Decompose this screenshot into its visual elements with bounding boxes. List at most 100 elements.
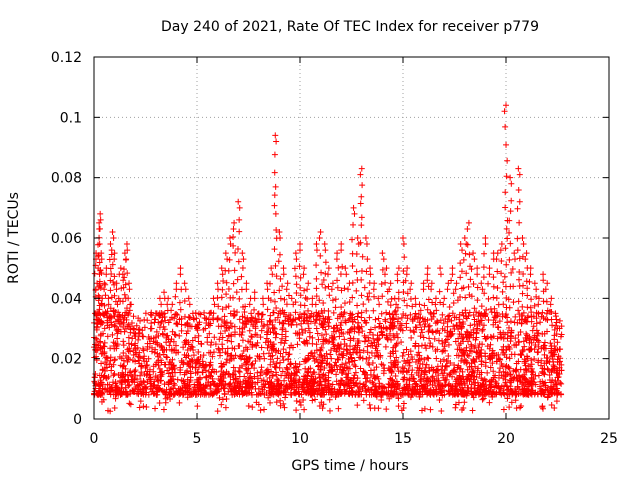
data-point <box>507 240 514 247</box>
data-point <box>235 258 242 265</box>
data-point <box>297 292 304 299</box>
data-point <box>463 313 470 320</box>
data-point <box>249 360 256 367</box>
data-point <box>287 391 294 398</box>
data-point <box>321 365 328 372</box>
data-point <box>196 375 203 382</box>
data-point <box>456 319 463 326</box>
data-point <box>479 341 486 348</box>
data-point <box>152 373 159 380</box>
data-point <box>292 309 299 316</box>
data-point <box>440 387 447 394</box>
data-point <box>398 391 405 398</box>
data-point <box>402 277 409 284</box>
data-point <box>547 301 554 308</box>
data-point <box>238 362 245 369</box>
data-point <box>269 271 276 278</box>
data-point <box>277 350 284 357</box>
data-point <box>400 241 407 248</box>
data-point <box>486 271 493 278</box>
data-point <box>148 320 155 327</box>
data-point <box>370 372 377 379</box>
data-point <box>160 323 167 330</box>
data-point <box>413 381 420 388</box>
data-point <box>534 391 541 398</box>
data-point <box>490 321 497 328</box>
data-point <box>523 376 530 383</box>
data-point <box>260 381 267 388</box>
data-point <box>325 307 332 314</box>
data-point <box>483 335 490 342</box>
data-point <box>212 341 219 348</box>
data-point <box>190 386 197 393</box>
x-axis-title: GPS time / hours <box>291 458 408 474</box>
data-point <box>481 250 488 257</box>
data-point <box>407 327 414 334</box>
data-point <box>225 333 232 340</box>
data-point <box>124 270 131 277</box>
data-point <box>506 217 513 224</box>
data-point <box>281 296 288 303</box>
data-point <box>436 396 443 403</box>
data-point <box>540 277 547 284</box>
data-point <box>125 356 132 363</box>
data-point <box>107 287 114 294</box>
data-point <box>465 283 472 290</box>
data-point <box>493 256 500 263</box>
data-point <box>334 284 341 291</box>
data-point <box>448 277 455 284</box>
data-point <box>273 304 280 311</box>
data-point <box>541 351 548 358</box>
data-point <box>107 277 114 284</box>
data-point <box>362 382 369 389</box>
data-point <box>500 387 507 394</box>
data-point <box>530 323 537 330</box>
data-point <box>429 329 436 336</box>
data-point <box>350 204 357 211</box>
data-point <box>480 395 487 402</box>
data-point <box>487 341 494 348</box>
data-point <box>130 313 137 320</box>
data-point <box>165 319 172 326</box>
data-point <box>487 354 494 361</box>
data-point <box>386 381 393 388</box>
data-point <box>380 324 387 331</box>
data-point <box>281 404 288 411</box>
data-point <box>230 376 237 383</box>
data-point <box>353 349 360 356</box>
data-point <box>432 301 439 308</box>
data-point <box>221 384 228 391</box>
data-point <box>326 396 333 403</box>
data-point <box>181 351 188 358</box>
data-point <box>508 327 515 334</box>
data-point <box>277 275 284 282</box>
data-point <box>251 365 258 372</box>
data-point <box>521 356 528 363</box>
data-point <box>536 383 543 390</box>
data-point <box>369 386 376 393</box>
data-point <box>206 330 213 337</box>
data-point <box>357 365 364 372</box>
data-point <box>482 235 489 241</box>
data-point <box>520 282 527 289</box>
data-point <box>469 391 476 398</box>
data-point <box>412 310 419 317</box>
data-point <box>460 350 467 357</box>
data-point <box>158 301 165 308</box>
data-point <box>322 372 329 379</box>
data-point <box>170 363 177 370</box>
data-point <box>234 309 241 316</box>
data-point <box>317 228 324 235</box>
data-point <box>347 351 354 358</box>
data-point <box>396 324 403 331</box>
data-point <box>216 336 223 343</box>
data-point <box>335 356 342 363</box>
data-point <box>401 297 408 304</box>
data-point <box>464 225 471 232</box>
data-point <box>446 303 453 310</box>
data-point <box>546 308 553 315</box>
data-point <box>426 378 433 385</box>
data-point <box>364 256 371 263</box>
data-point <box>200 364 207 371</box>
data-point <box>503 173 510 180</box>
